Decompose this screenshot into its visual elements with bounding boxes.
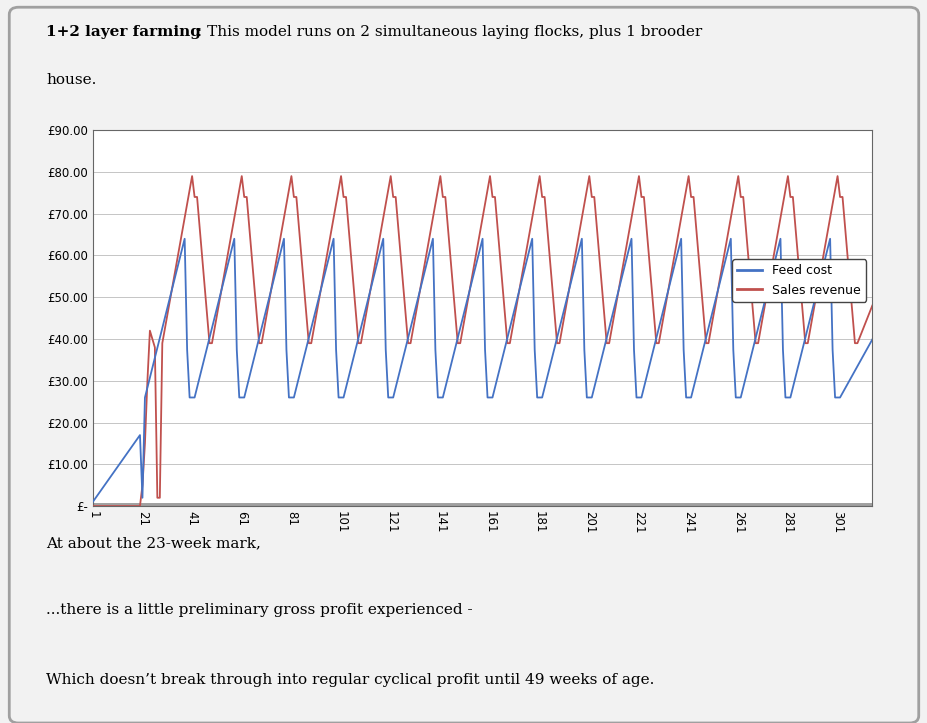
Text: At about the 23-week mark,: At about the 23-week mark, [46, 536, 261, 550]
Text: Which doesn’t break through into regular cyclical profit until 49 weeks of age.: Which doesn’t break through into regular… [46, 673, 654, 687]
Text: : This model runs on 2 simultaneous laying flocks, plus 1 brooder: : This model runs on 2 simultaneous layi… [197, 25, 702, 39]
Legend: Feed cost, Sales revenue: Feed cost, Sales revenue [731, 260, 865, 301]
Text: house.: house. [46, 73, 96, 87]
Text: ...there is a little preliminary gross profit experienced -: ...there is a little preliminary gross p… [46, 602, 473, 617]
Text: 1+2 layer farming: 1+2 layer farming [46, 25, 201, 39]
